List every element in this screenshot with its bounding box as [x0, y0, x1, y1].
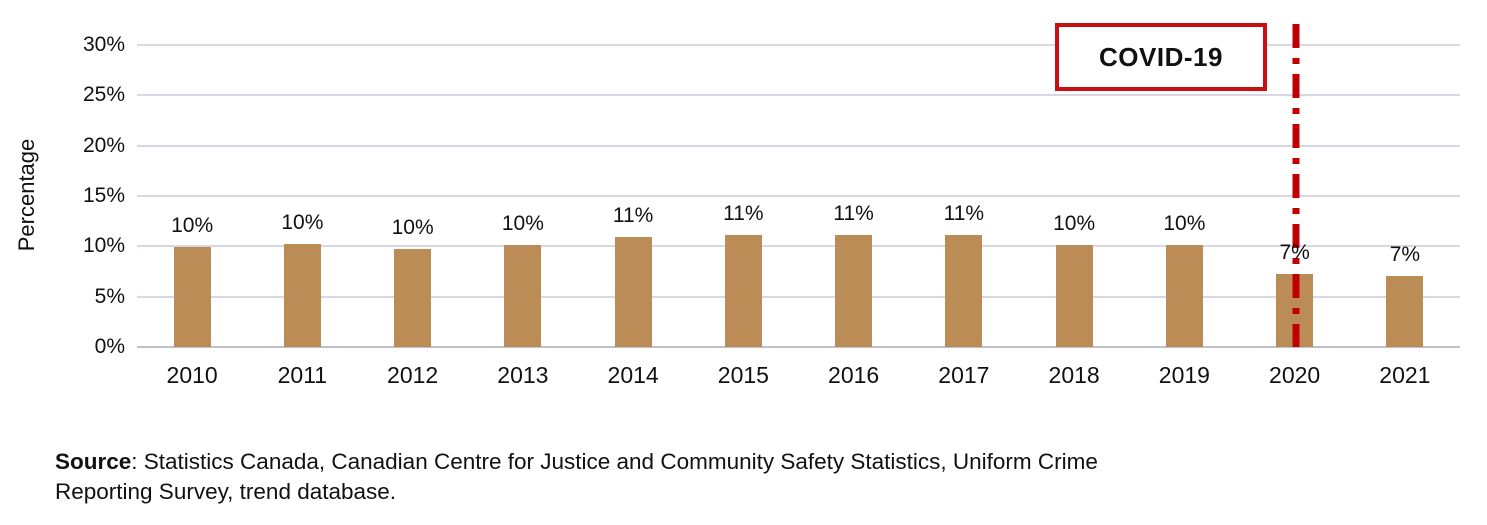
bar-value-label-2019: 10%	[1163, 212, 1206, 236]
bar-value-label-2015: 11%	[723, 202, 764, 226]
x-tick-label-2018: 2018	[1048, 362, 1100, 388]
y-tick-label-10: 10%	[82, 234, 125, 258]
gridline-25	[137, 94, 1460, 97]
x-tick-label-2021: 2021	[1379, 362, 1431, 388]
category-cell-2014	[578, 45, 688, 347]
category-cell-2012	[358, 45, 468, 347]
y-tick-label-25: 25%	[82, 83, 125, 107]
bar-value-label-2010: 10%	[171, 214, 214, 238]
bar-value-label-2016: 11%	[833, 202, 874, 226]
bar-2010	[173, 247, 211, 347]
y-axis-title: Percentage	[14, 138, 39, 252]
x-tick-label-2010: 2010	[166, 362, 218, 388]
gridline-30	[137, 44, 1460, 46]
category-cell-2019	[1129, 45, 1239, 347]
gridline-20	[137, 144, 1460, 147]
x-tick-label-2014: 2014	[607, 362, 659, 388]
x-tick-label-2019: 2019	[1158, 362, 1210, 388]
y-tick-label-20: 20%	[82, 133, 125, 157]
source-note-line2: Reporting Survey, trend database.	[55, 479, 397, 504]
x-tick-label-2017: 2017	[938, 362, 990, 388]
bar-2013	[504, 245, 542, 347]
x-tick-label-2013: 2013	[497, 362, 549, 388]
bar-value-label-2011: 10%	[281, 211, 324, 235]
bar-2012	[394, 249, 432, 347]
y-tick-label-30: 30%	[82, 33, 125, 56]
bar-value-label-2013: 10%	[501, 212, 544, 236]
bar-2011	[283, 244, 321, 347]
plot-area	[137, 44, 1460, 348]
bar-2014	[614, 237, 652, 347]
gridline-10	[137, 245, 1460, 248]
category-cell-2018	[1019, 45, 1129, 347]
category-cell-2017	[909, 45, 1019, 347]
bar-2018	[1055, 245, 1093, 347]
bar-value-label-2012: 10%	[391, 216, 434, 240]
bar-2015	[724, 235, 762, 347]
y-tick-label-5: 5%	[94, 284, 125, 308]
source-note-prefix: Source	[55, 449, 132, 474]
bar-2017	[945, 235, 983, 347]
covid-annotation-box: COVID-19	[1055, 23, 1267, 91]
bar-value-label-2020: 7%	[1279, 240, 1310, 264]
bar-value-label-2021: 7%	[1389, 242, 1421, 266]
x-tick-label-2011: 2011	[277, 362, 328, 388]
category-cell-2016	[799, 45, 909, 347]
bar-value-label-2014: 11%	[612, 204, 654, 228]
source-note: Source: Statistics Canada, Canadian Cent…	[55, 447, 1335, 507]
gridline-5	[137, 295, 1460, 298]
x-tick-label-2015: 2015	[717, 362, 769, 388]
x-tick-label-2020: 2020	[1269, 362, 1321, 388]
x-tick-label-2016: 2016	[828, 362, 880, 388]
category-cell-2011	[247, 45, 357, 347]
bar-2019	[1165, 245, 1203, 347]
y-tick-label-15: 15%	[82, 184, 125, 207]
bar-2021	[1386, 275, 1424, 347]
x-tick-label-2012: 2012	[387, 362, 439, 388]
y-tick-label-0: 0%	[94, 335, 125, 358]
category-cell-2013	[468, 45, 578, 347]
gridline-0	[137, 346, 1460, 348]
gridline-15	[137, 195, 1460, 197]
category-cell-2021	[1350, 45, 1460, 347]
category-cell-2015	[688, 45, 798, 347]
bar-value-label-2018: 10%	[1053, 212, 1096, 236]
category-cell-2010	[137, 45, 247, 347]
source-note-line1: : Statistics Canada, Canadian Centre for…	[131, 449, 1098, 474]
bar-2016	[835, 235, 873, 347]
covid-annotation-label: COVID-19	[1099, 41, 1223, 72]
bar-value-label-2017: 11%	[943, 202, 985, 226]
bar-2020	[1276, 273, 1314, 347]
